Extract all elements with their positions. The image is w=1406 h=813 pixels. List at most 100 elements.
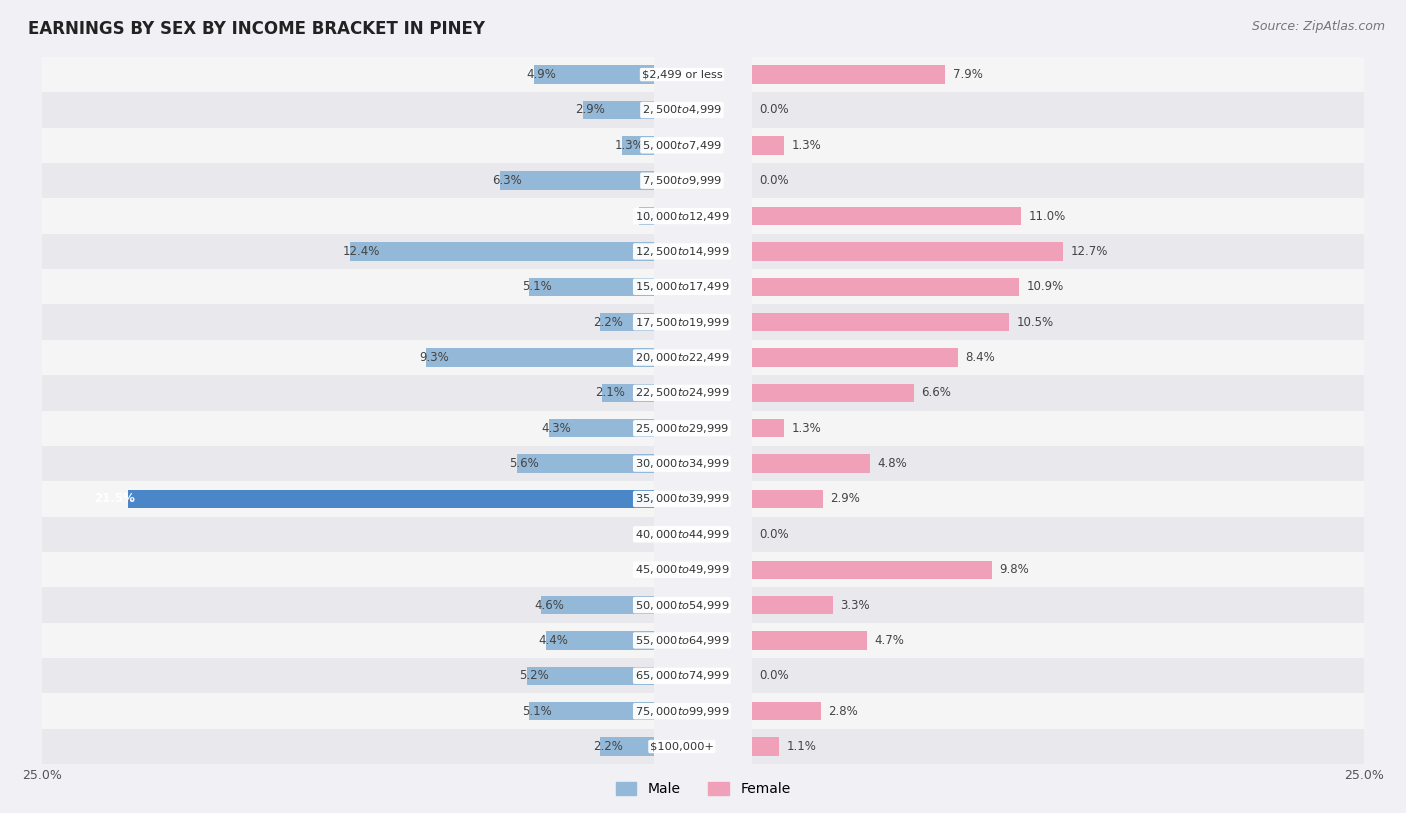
Text: 6.6%: 6.6% (921, 386, 950, 399)
Bar (600, 737, 654, 756)
Text: 1.3%: 1.3% (792, 422, 821, 435)
Bar (527, 667, 654, 685)
Bar (752, 163, 1364, 198)
Bar (600, 313, 654, 332)
Text: EARNINGS BY SEX BY INCOME BRACKET IN PINEY: EARNINGS BY SEX BY INCOME BRACKET IN PIN… (28, 20, 485, 38)
Bar (42, 587, 654, 623)
Text: 5.2%: 5.2% (519, 669, 548, 682)
Text: $55,000 to $64,999: $55,000 to $64,999 (634, 634, 730, 647)
Text: 2.2%: 2.2% (592, 740, 623, 753)
Legend: Male, Female: Male, Female (610, 777, 796, 802)
Text: 0.6%: 0.6% (631, 210, 661, 223)
Bar (752, 446, 1364, 481)
Text: $20,000 to $22,499: $20,000 to $22,499 (634, 351, 730, 364)
Text: $5,000 to $7,499: $5,000 to $7,499 (643, 139, 721, 152)
Bar (499, 172, 654, 190)
Bar (752, 728, 1364, 764)
Bar (583, 101, 654, 120)
Text: $45,000 to $49,999: $45,000 to $49,999 (634, 563, 730, 576)
Bar (752, 737, 779, 756)
Text: $2,500 to $4,999: $2,500 to $4,999 (643, 103, 721, 116)
Bar (42, 269, 654, 304)
Bar (752, 411, 1364, 446)
Bar (602, 384, 654, 402)
Text: $15,000 to $17,499: $15,000 to $17,499 (634, 280, 730, 293)
Bar (546, 631, 654, 650)
Bar (621, 136, 654, 154)
Text: 1.3%: 1.3% (792, 139, 821, 152)
Text: 4.6%: 4.6% (534, 598, 564, 611)
Bar (42, 728, 654, 764)
Text: 2.1%: 2.1% (595, 386, 624, 399)
Text: $35,000 to $39,999: $35,000 to $39,999 (634, 493, 730, 506)
Text: 4.9%: 4.9% (527, 68, 557, 81)
Text: 4.8%: 4.8% (877, 457, 907, 470)
Text: 10.5%: 10.5% (1017, 315, 1053, 328)
Text: 0.0%: 0.0% (647, 563, 676, 576)
Bar (42, 481, 654, 517)
Bar (42, 234, 654, 269)
Bar (42, 552, 654, 587)
Bar (529, 277, 654, 296)
Text: 2.2%: 2.2% (592, 315, 623, 328)
Text: 10.9%: 10.9% (1026, 280, 1063, 293)
Bar (541, 596, 654, 615)
Bar (752, 623, 1364, 659)
Text: $65,000 to $74,999: $65,000 to $74,999 (634, 669, 730, 682)
Bar (752, 242, 1063, 261)
Text: 4.7%: 4.7% (875, 634, 904, 647)
Bar (752, 92, 1364, 128)
Bar (752, 376, 1364, 411)
Text: 8.4%: 8.4% (965, 351, 995, 364)
Bar (752, 57, 1364, 92)
Bar (42, 92, 654, 128)
Text: $17,500 to $19,999: $17,500 to $19,999 (634, 315, 730, 328)
Bar (752, 631, 868, 650)
Bar (752, 128, 1364, 163)
Text: 9.3%: 9.3% (419, 351, 449, 364)
Bar (42, 340, 654, 376)
Bar (752, 419, 785, 437)
Bar (42, 659, 654, 693)
Text: 12.7%: 12.7% (1070, 245, 1108, 258)
Text: 0.0%: 0.0% (759, 669, 789, 682)
Bar (640, 207, 654, 225)
Bar (752, 552, 1364, 587)
Text: 5.1%: 5.1% (522, 280, 551, 293)
Bar (42, 623, 654, 659)
Bar (42, 57, 654, 92)
Bar (752, 277, 1019, 296)
Bar (752, 65, 945, 84)
Text: 2.9%: 2.9% (575, 103, 606, 116)
Bar (752, 517, 1364, 552)
Text: 0.0%: 0.0% (759, 103, 789, 116)
Text: 2.8%: 2.8% (828, 705, 858, 718)
Text: 0.0%: 0.0% (647, 528, 676, 541)
Bar (529, 702, 654, 720)
Bar (426, 348, 654, 367)
Bar (752, 313, 1010, 332)
Bar (752, 234, 1364, 269)
Bar (42, 411, 654, 446)
Bar (752, 693, 1364, 728)
Bar (534, 65, 654, 84)
Text: 2.9%: 2.9% (831, 493, 860, 506)
Text: $75,000 to $99,999: $75,000 to $99,999 (634, 705, 730, 718)
Bar (42, 305, 654, 340)
Text: 21.5%: 21.5% (94, 493, 135, 506)
Bar (42, 693, 654, 728)
Bar (752, 587, 1364, 623)
Bar (42, 446, 654, 481)
Bar (752, 340, 1364, 376)
Text: 5.1%: 5.1% (522, 705, 551, 718)
Text: 11.0%: 11.0% (1029, 210, 1066, 223)
Bar (517, 454, 654, 473)
Text: $2,499 or less: $2,499 or less (641, 70, 723, 80)
Text: $25,000 to $29,999: $25,000 to $29,999 (634, 422, 730, 435)
Bar (350, 242, 654, 261)
Bar (752, 269, 1364, 304)
Bar (752, 702, 821, 720)
Text: 1.3%: 1.3% (614, 139, 644, 152)
Text: 0.0%: 0.0% (759, 528, 789, 541)
Bar (42, 128, 654, 163)
